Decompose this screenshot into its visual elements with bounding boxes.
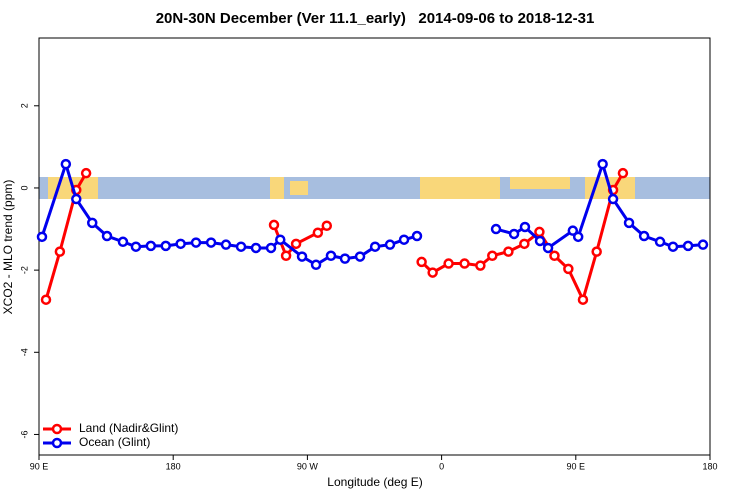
- x-tick-label: 180: [702, 461, 717, 471]
- data-point: [697, 239, 709, 250]
- land-band: [290, 181, 308, 195]
- data-point: [354, 251, 366, 262]
- data-point: [597, 158, 608, 170]
- data-point: [443, 258, 454, 269]
- chart-title: 20N-30N December (Ver 11.1_early) 2014-0…: [156, 10, 595, 27]
- data-point: [275, 234, 286, 245]
- legend-label: Land (Nadir&Glint): [79, 421, 178, 435]
- x-tick-label: 0: [439, 461, 444, 471]
- data-point: [130, 241, 142, 252]
- data-point: [86, 217, 98, 229]
- data-point: [54, 246, 66, 257]
- data-point: [265, 242, 277, 254]
- y-tick-label: 0: [19, 185, 29, 190]
- land-band: [420, 177, 500, 199]
- data-point: [160, 240, 171, 252]
- x-tick-label: 90 E: [567, 461, 586, 471]
- data-point: [71, 193, 82, 205]
- data-point: [490, 223, 502, 235]
- data-point: [519, 221, 531, 233]
- data-point: [567, 225, 579, 236]
- data-point: [175, 238, 186, 250]
- data-point: [411, 230, 423, 242]
- data-point: [321, 220, 333, 232]
- data-point: [312, 227, 324, 238]
- y-tick-label: 2: [19, 103, 29, 108]
- data-point: [117, 236, 129, 248]
- y-tick-label: -4: [19, 348, 29, 356]
- data-point: [519, 238, 530, 250]
- data-point: [290, 238, 302, 250]
- x-tick-label: 90 E: [30, 461, 49, 471]
- data-point: [60, 158, 72, 170]
- data-point: [384, 239, 396, 250]
- x-tick-label: 90 W: [297, 461, 319, 471]
- data-point: [607, 193, 619, 205]
- legend-marker: [51, 437, 63, 449]
- data-point: [416, 256, 427, 268]
- data-point: [459, 258, 470, 269]
- data-point: [572, 231, 584, 243]
- data-point: [205, 237, 217, 248]
- data-point: [508, 228, 520, 240]
- data-point: [268, 219, 280, 231]
- data-point: [235, 241, 247, 252]
- y-axis-label: XCO2 - MLO trend (ppm): [1, 180, 15, 315]
- data-point: [296, 251, 308, 262]
- data-point: [549, 250, 560, 261]
- data-point: [682, 240, 694, 252]
- data-point: [654, 236, 666, 248]
- data-point: [577, 294, 589, 305]
- data-point: [280, 250, 292, 261]
- data-point: [427, 267, 438, 278]
- data-point: [487, 250, 498, 261]
- legend-marker: [51, 423, 63, 435]
- data-point: [339, 253, 351, 264]
- data-point: [220, 239, 232, 250]
- data-point: [667, 241, 679, 252]
- data-point: [623, 217, 635, 229]
- data-point: [542, 242, 554, 254]
- data-point: [534, 226, 545, 238]
- data-point: [40, 294, 52, 305]
- data-point: [475, 260, 486, 271]
- land-band: [510, 177, 570, 189]
- data-point: [591, 246, 602, 257]
- data-point: [638, 230, 650, 242]
- plot-frame: [38, 37, 711, 456]
- data-point: [145, 240, 157, 252]
- data-point: [250, 242, 262, 254]
- data-point: [563, 263, 574, 275]
- data-point: [190, 237, 202, 248]
- legend-label: Ocean (Glint): [79, 435, 150, 449]
- x-tick-label: 180: [166, 461, 181, 471]
- data-point: [310, 259, 322, 271]
- data-point: [36, 231, 48, 243]
- data-point: [617, 167, 629, 179]
- y-tick-label: -2: [19, 266, 29, 274]
- y-tick-label: -6: [19, 430, 29, 438]
- data-point: [101, 230, 113, 242]
- data-point: [503, 246, 514, 257]
- data-point: [534, 235, 546, 247]
- data-point: [80, 167, 92, 179]
- data-point: [398, 234, 410, 245]
- data-point: [325, 250, 337, 261]
- x-axis-label: Longitude (deg E): [327, 475, 422, 489]
- data-point: [369, 241, 381, 252]
- land-band: [270, 177, 284, 199]
